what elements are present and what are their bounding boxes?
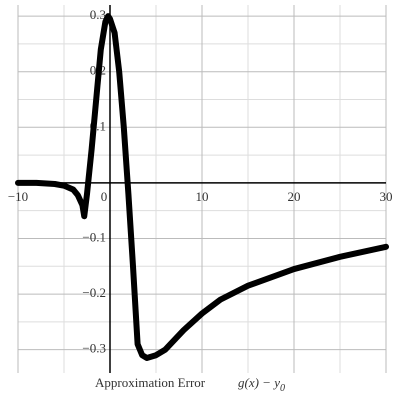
formula-subscript: 0 (280, 383, 285, 394)
x-tick-label: −10 (8, 189, 28, 204)
x-axis-label: Approximation Error (95, 375, 206, 390)
data-line (15, 13, 389, 361)
y-tick-label: −0.2 (82, 285, 106, 300)
y-tick-label: −0.3 (82, 341, 106, 356)
formula-main: g(x) − y (238, 375, 280, 390)
y-tick-label: −0.1 (82, 229, 106, 244)
x-tick-label: 20 (288, 189, 301, 204)
x-tick-label: 0 (101, 189, 108, 204)
x-tick-label: 10 (196, 189, 209, 204)
x-tick-label: 30 (380, 189, 393, 204)
formula: g(x) − y0 (238, 375, 285, 394)
y-tick-label: 0.3 (90, 7, 106, 22)
